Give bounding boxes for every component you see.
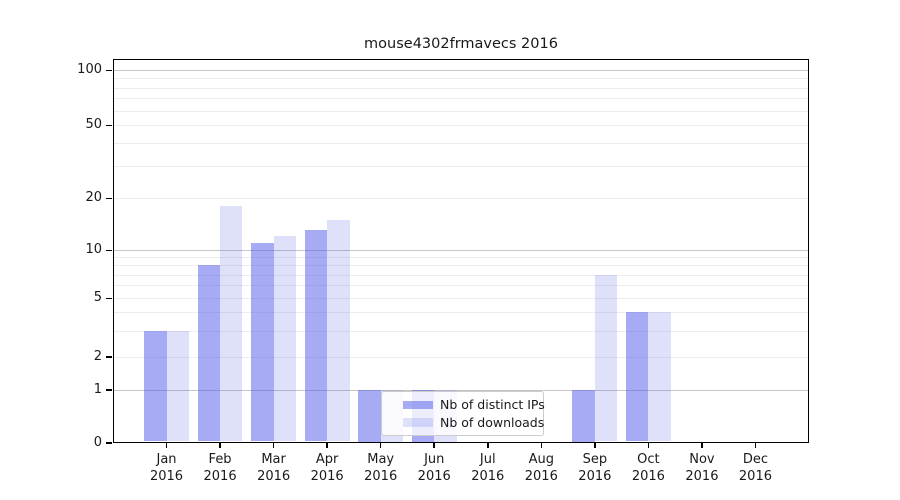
- bar-ips-may: [358, 389, 381, 442]
- bar-downloads-sep: [594, 274, 618, 442]
- gridline-minor-2: [113, 356, 809, 358]
- gridline-minor-7: [113, 274, 809, 276]
- x-tick-label-aug: Aug 2016: [524, 452, 558, 484]
- x-tick-label-jul: Jul 2016: [471, 452, 505, 484]
- x-tick-nov: [701, 443, 703, 448]
- bar-ips-feb: [197, 265, 221, 442]
- legend: Nb of distinct IPs Nb of downloads: [381, 391, 545, 436]
- x-tick-label-apr: Apr 2016: [310, 452, 344, 484]
- gridline-major-1: [113, 389, 809, 391]
- x-tick-jun: [433, 443, 435, 448]
- gridline-minor-20: [113, 198, 809, 199]
- y-tick-label-5: 5: [93, 290, 102, 305]
- legend-swatch-distinct-ips: [403, 400, 433, 409]
- y-tick-2: [106, 356, 112, 358]
- x-tick-label-nov: Nov 2016: [685, 452, 719, 484]
- y-tick-20: [106, 197, 112, 199]
- bar-downloads-mar: [273, 236, 296, 442]
- x-tick-oct: [647, 443, 650, 448]
- y-tick-label-20: 20: [85, 190, 102, 205]
- gridline-minor-70: [113, 98, 809, 100]
- x-tick-aug: [540, 443, 543, 448]
- y-tick-0: [106, 442, 112, 444]
- bar-ips-sep: [572, 389, 595, 442]
- legend-item-distinct-ips: Nb of distinct IPs: [403, 396, 545, 414]
- y-tick-1: [106, 389, 112, 391]
- gridline-minor-6: [113, 285, 809, 287]
- x-tick-mar: [272, 443, 275, 448]
- gridline-minor-50: [113, 125, 809, 127]
- bar-ips-jan: [144, 330, 167, 442]
- x-tick-feb: [219, 443, 221, 448]
- y-tick-10: [106, 249, 112, 251]
- gridline-minor-80: [113, 87, 809, 89]
- x-tick-dec: [754, 443, 757, 448]
- y-tick-100: [106, 69, 112, 71]
- gridline-minor-30: [113, 165, 809, 167]
- gridline-minor-90: [113, 78, 809, 80]
- plot-area: Nb of distinct IPs Nb of downloads: [113, 59, 809, 443]
- bar-downloads-oct: [648, 312, 671, 442]
- y-tick-label-2: 2: [93, 348, 102, 364]
- gridline-minor-8: [113, 265, 809, 267]
- legend-label-distinct-ips: Nb of distinct IPs: [440, 397, 545, 413]
- gridline-minor-40: [113, 143, 809, 144]
- gridline-minor-9: [113, 257, 809, 259]
- x-tick-label-oct: Oct 2016: [631, 452, 665, 484]
- bar-downloads-jan: [166, 330, 189, 442]
- legend-swatch-downloads: [403, 418, 433, 427]
- bar-ips-mar: [251, 242, 274, 442]
- legend-item-downloads: Nb of downloads: [403, 414, 544, 432]
- chart-title: mouse4302frmavecs 2016: [364, 36, 558, 52]
- x-tick-label-jan: Jan 2016: [149, 452, 184, 484]
- x-tick-label-sep: Sep 2016: [578, 452, 612, 484]
- y-tick-label-10: 10: [85, 242, 102, 257]
- y-tick-50: [106, 124, 112, 127]
- gridline-major-10: [113, 250, 809, 252]
- y-tick-label-50: 50: [85, 117, 102, 133]
- bar-downloads-feb: [220, 205, 243, 442]
- x-tick-label-feb: Feb 2016: [203, 452, 237, 484]
- x-tick-label-mar: Mar 2016: [257, 452, 291, 484]
- x-tick-apr: [326, 443, 328, 448]
- x-tick-label-jun: Jun 2016: [417, 452, 451, 484]
- y-tick-label-0: 0: [93, 434, 102, 450]
- y-tick-label-1: 1: [93, 381, 102, 397]
- y-tick-5: [106, 297, 112, 299]
- bar-downloads-apr: [327, 219, 350, 442]
- x-tick-label-dec: Dec 2016: [738, 452, 772, 484]
- x-tick-sep: [594, 443, 596, 448]
- bar-ips-apr: [304, 230, 328, 442]
- gridline-minor-3: [113, 330, 809, 332]
- gridline-minor-60: [113, 110, 809, 112]
- legend-label-downloads: Nb of downloads: [440, 414, 545, 430]
- x-tick-label-may: May 2016: [364, 452, 398, 484]
- y-tick-label-100: 100: [77, 62, 102, 77]
- x-tick-may: [379, 443, 382, 448]
- gridline-minor-4: [113, 312, 809, 314]
- gridline-major-100: [113, 70, 809, 72]
- gridline-minor-5: [113, 298, 809, 299]
- bar-ips-oct: [625, 312, 649, 442]
- x-tick-jul: [487, 443, 489, 448]
- x-tick-jan: [165, 443, 168, 448]
